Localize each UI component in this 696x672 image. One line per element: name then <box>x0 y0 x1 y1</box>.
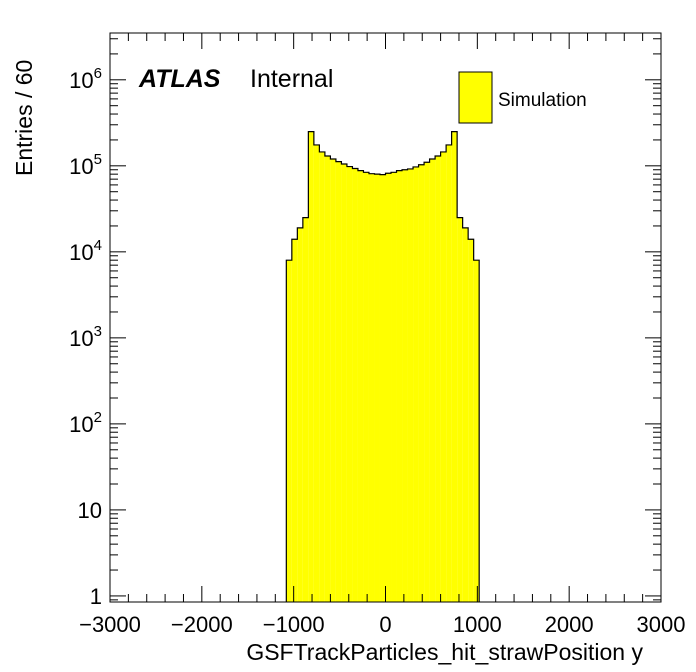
histogram-bin <box>462 227 469 602</box>
x-tick-label: 3000 <box>637 612 686 637</box>
legend: Simulation <box>458 71 587 124</box>
y-axis-ticks: 1 10 102 103 104 105 106 <box>69 38 661 609</box>
histogram-bin <box>368 173 375 602</box>
histogram-bin <box>346 166 353 602</box>
histogram-bin <box>319 151 325 602</box>
y-tick-label: 104 <box>69 237 102 265</box>
histogram-bin <box>418 164 425 602</box>
histogram-bin <box>407 168 414 602</box>
histogram-bin <box>451 131 458 602</box>
histogram-bin <box>330 159 336 603</box>
histogram-bin <box>308 131 314 602</box>
x-tick-label: −2000 <box>171 612 233 637</box>
x-tick-label: 2000 <box>545 612 594 637</box>
y-tick-label: 1 <box>90 584 102 609</box>
histogram-bin <box>335 161 342 602</box>
histogram-bin <box>297 227 303 602</box>
x-axis-ticks: −3000 −2000 −1000 0 1000 2000 3000 <box>79 33 685 637</box>
x-tick-label: −3000 <box>79 612 141 637</box>
histogram-bin <box>435 156 441 602</box>
y-tick-label: 103 <box>69 323 102 351</box>
x-tick-label: 0 <box>379 612 391 637</box>
histogram-bin <box>424 162 430 602</box>
histogram-bin <box>286 260 292 602</box>
atlas-bold-text: ATLAS <box>138 65 221 93</box>
histogram-bin <box>313 144 320 603</box>
histogram-bin <box>385 173 392 603</box>
histogram-bin <box>446 144 452 603</box>
atlas-label: ATLAS Internal <box>138 65 333 93</box>
x-tick-label: −1000 <box>263 612 325 637</box>
histogram-bin <box>352 168 358 603</box>
histogram-bin <box>391 172 397 602</box>
histogram-bin <box>468 239 474 602</box>
histogram-bin <box>302 217 309 602</box>
histogram-bars <box>285 130 480 603</box>
atlas-internal-text: Internal <box>250 65 333 93</box>
y-tick-label: 10 <box>78 498 102 523</box>
histogram-bin <box>374 174 380 603</box>
histogram-bin <box>413 166 419 602</box>
histogram-bin <box>440 151 447 602</box>
y-tick-label: 102 <box>69 409 102 437</box>
histogram-bin <box>357 170 364 602</box>
y-tick-label: 105 <box>69 151 102 179</box>
histogram-bin <box>396 170 403 602</box>
x-tick-label: 1000 <box>453 612 502 637</box>
histogram-bin <box>379 174 386 602</box>
histogram-bin <box>457 217 463 602</box>
y-tick-label: 106 <box>69 65 102 93</box>
histogram-bin <box>429 159 436 603</box>
histogram-bin <box>473 260 480 602</box>
histogram-bin <box>324 156 331 602</box>
histogram-bin <box>402 169 408 603</box>
y-axis-label: Entries / 60 <box>11 60 37 176</box>
histogram-bin <box>341 163 347 602</box>
histogram-bin <box>363 172 369 602</box>
legend-swatch-simulation <box>458 71 493 124</box>
legend-entry-simulation: Simulation <box>498 90 587 111</box>
histogram-bin <box>291 239 298 602</box>
histogram-outline <box>285 130 480 602</box>
x-axis-label: GSFTrackParticles_hit_strawPosition y <box>246 639 643 665</box>
